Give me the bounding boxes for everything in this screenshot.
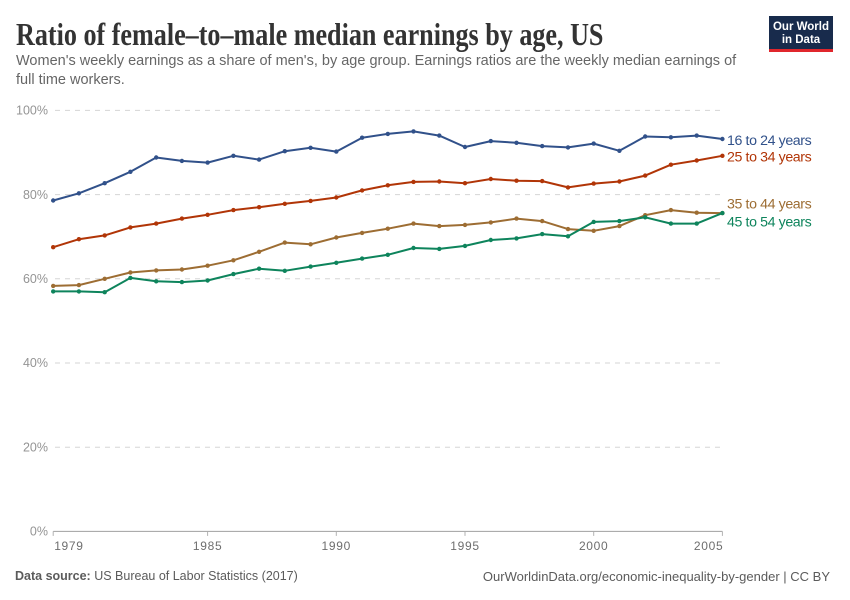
svg-text:0%: 0% [30,525,48,539]
svg-text:1979: 1979 [54,539,83,553]
svg-text:60%: 60% [23,272,48,286]
svg-text:35 to 44 years: 35 to 44 years [727,197,812,213]
svg-text:2000: 2000 [579,539,609,553]
svg-text:2005: 2005 [694,539,724,553]
svg-text:1990: 1990 [322,539,352,553]
svg-text:45 to 54 years: 45 to 54 years [727,215,812,231]
svg-text:100%: 100% [16,104,48,118]
svg-text:20%: 20% [23,440,48,454]
svg-text:25 to 34 years: 25 to 34 years [727,149,812,165]
svg-text:40%: 40% [23,356,48,370]
svg-text:1985: 1985 [193,539,223,553]
svg-text:1995: 1995 [450,539,480,553]
svg-text:80%: 80% [23,188,48,202]
svg-text:16 to 24 years: 16 to 24 years [727,133,812,149]
